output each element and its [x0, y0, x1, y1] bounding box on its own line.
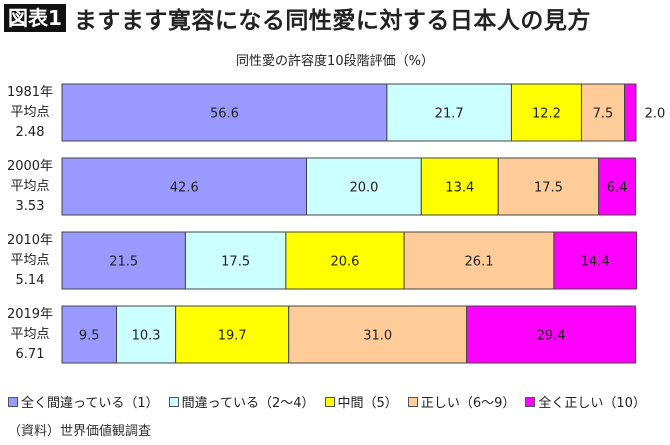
data-label: 13.4 [445, 181, 474, 196]
data-label: 42.6 [170, 181, 199, 196]
category-mean: 2.48 [16, 125, 45, 140]
legend-label: 正しい（6～9） [420, 396, 516, 411]
category-mean: 3.53 [16, 199, 45, 214]
legend-item: 間違っている（2～4） [168, 392, 315, 411]
data-label: 56.6 [210, 107, 239, 122]
chart-title: 同性愛の許容度10段階評価（%） [236, 54, 434, 69]
data-label: 6.4 [607, 181, 628, 196]
bar-segment [306, 157, 422, 216]
legend-label: 全く間違っている（1） [21, 396, 159, 411]
bar-segment [61, 305, 118, 364]
data-label: 20.0 [349, 181, 378, 196]
data-label: 10.3 [132, 329, 161, 344]
legend-item: 全く間違っている（1） [8, 392, 159, 411]
bar-segment [61, 157, 308, 216]
category-year: 2019年 [7, 307, 53, 322]
bar-segment [61, 231, 186, 290]
bar-segment [580, 83, 626, 142]
data-label: 2.0 [645, 107, 666, 122]
bar-segment [116, 305, 177, 364]
bar-segment [285, 231, 405, 290]
bar-segment [386, 83, 512, 142]
data-label: 21.5 [109, 255, 138, 270]
page-title: ますます寛容になる同性愛に対する日本人の見方 [73, 8, 591, 34]
bar-segment [403, 231, 555, 290]
data-label: 26.1 [465, 255, 494, 270]
data-label: 20.6 [331, 255, 360, 270]
category-year: 2010年 [7, 233, 53, 248]
legend-item: 正しい（6～9） [407, 392, 516, 411]
legend-item: 全く正しい（10） [525, 392, 646, 411]
bar-segment [184, 231, 287, 290]
legend-label: 中間（5） [337, 396, 398, 411]
bar-segment [288, 305, 468, 364]
data-label: 7.5 [593, 107, 614, 122]
legend-label: 全く正しい（10） [538, 396, 646, 411]
category-label: 平均点 [10, 179, 49, 194]
category-label: 平均点 [10, 105, 49, 120]
data-label: 21.7 [435, 107, 464, 122]
category-year: 2000年 [7, 159, 53, 174]
data-label: 17.5 [221, 255, 250, 270]
data-label: 31.0 [363, 329, 392, 344]
category-mean: 6.71 [16, 347, 45, 362]
category-label: 平均点 [10, 327, 49, 342]
legend-swatch [324, 396, 335, 407]
data-label: 17.5 [534, 181, 563, 196]
header: 図表1 ますます寛容になる同性愛に対する日本人の見方 [4, 3, 591, 34]
category-year: 1981年 [7, 85, 53, 100]
category-label: 平均点 [10, 253, 49, 268]
bar-segment [497, 157, 600, 216]
legend-swatch [407, 396, 418, 407]
bar-segment [420, 157, 499, 216]
data-label: 29.4 [537, 329, 566, 344]
data-label: 9.5 [79, 329, 100, 344]
bar-segment [61, 83, 388, 142]
bar-segment [466, 305, 636, 364]
figure-badge: 図表1 [4, 4, 66, 32]
data-label: 19.7 [218, 329, 247, 344]
legend-swatch [8, 396, 18, 407]
data-label: 12.2 [532, 107, 561, 122]
category-mean: 5.14 [16, 273, 45, 288]
legend-swatch [525, 396, 536, 407]
legend-swatch [168, 396, 179, 407]
source-note: （資料）世界価値観調査 [8, 424, 152, 439]
bar-segment [598, 157, 636, 216]
legend-item: 中間（5） [324, 392, 398, 411]
bar-segment [553, 231, 638, 290]
legend-label: 間違っている（2～4） [181, 396, 315, 411]
bar-segment [624, 83, 637, 142]
data-label: 14.4 [581, 255, 610, 270]
legend: 全く間違っている（1） 間違っている（2～4） 中間（5） 正しい（6～9） 全く正しい… [8, 392, 646, 411]
